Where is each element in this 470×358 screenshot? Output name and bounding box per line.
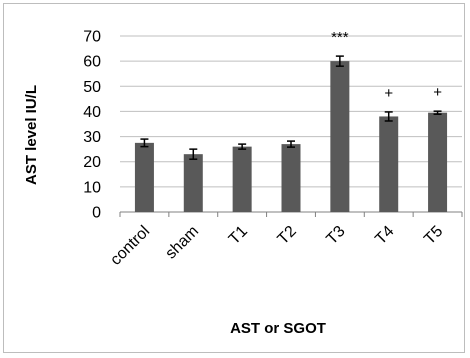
- bar-t5: [428, 112, 448, 212]
- significance-marker: +: [433, 84, 442, 101]
- x-tick-label: T1: [226, 223, 251, 248]
- x-tick-label: T2: [275, 223, 300, 248]
- bar-sham: [183, 154, 203, 212]
- bar-t1: [232, 146, 252, 212]
- y-tick-labels: 0 10 20 30 40 50 60 70: [83, 29, 101, 222]
- y-tick-label: 20: [83, 154, 101, 171]
- y-tick-label: 70: [83, 29, 101, 46]
- y-tick-label: 0: [92, 205, 101, 222]
- y-tick-label: 50: [83, 79, 101, 96]
- y-tick-label: 40: [83, 104, 101, 121]
- y-axis-title: AST level IU/L: [23, 85, 40, 185]
- x-tick-label: T4: [372, 223, 397, 248]
- y-tick-label: 10: [83, 179, 101, 196]
- significance-marker: +: [384, 85, 393, 102]
- x-axis-title: AST or SGOT: [230, 320, 326, 337]
- bar-t2: [281, 144, 301, 212]
- x-tick-label: sham: [162, 223, 202, 263]
- x-tick-label: control: [107, 223, 153, 269]
- bars: [134, 61, 448, 213]
- error-bars: [140, 55, 442, 160]
- x-tick-labels: control sham T1 T2 T3 T4 T5: [107, 223, 446, 269]
- significance-annotations: *** + +: [331, 29, 442, 102]
- y-tick-label: 30: [83, 129, 101, 146]
- bar-t3: [330, 61, 350, 213]
- y-tick-label: 60: [83, 54, 101, 71]
- significance-marker: ***: [331, 29, 349, 46]
- bar-control: [134, 142, 154, 212]
- x-tick-label: T3: [323, 223, 348, 248]
- x-tick-label: T5: [421, 223, 446, 248]
- gridlines: [119, 35, 463, 217]
- bar-t4: [379, 116, 399, 212]
